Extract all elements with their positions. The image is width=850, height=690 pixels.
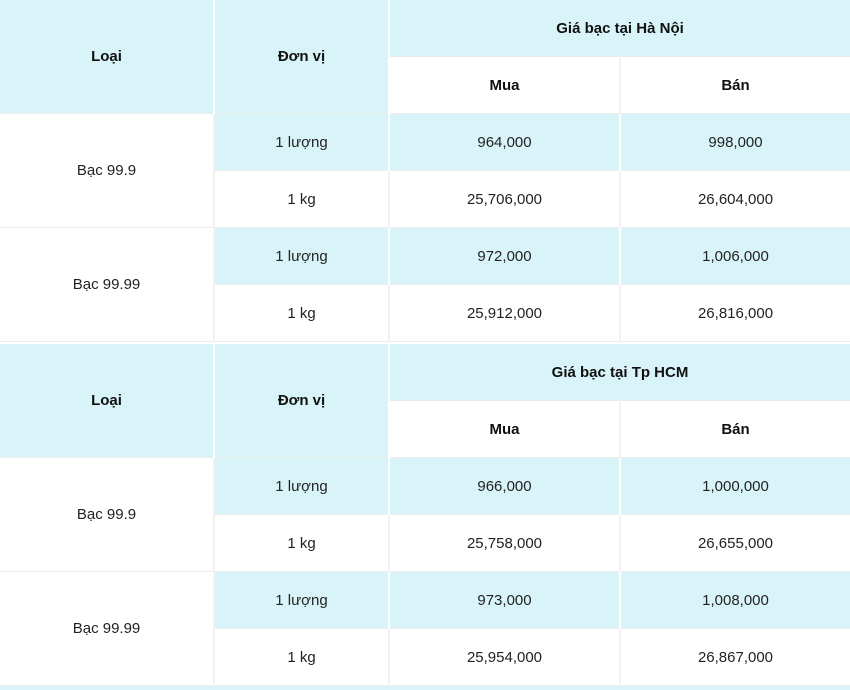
table-row: 1 kg 25,706,000 26,604,000 xyxy=(0,170,850,228)
buy-price-cell: 966,000 xyxy=(389,457,621,515)
table-row: Bạc 99.9 1 lượng 964,000 998,000 xyxy=(0,113,850,228)
unit-cell: 1 kg xyxy=(214,628,390,686)
table-title-hcm: Giá bạc tại Tp HCM xyxy=(389,344,850,401)
unit-cell: 1 lượng xyxy=(214,571,390,629)
column-header-unit: Đơn vị xyxy=(214,344,390,458)
next-row-edge xyxy=(0,686,850,690)
buy-price-cell: 25,912,000 xyxy=(389,284,621,342)
price-table-hcm: Loại Đơn vị Giá bạc tại Tp HCM Mua Bán B… xyxy=(0,344,850,686)
header-row-buy-sell: Mua Bán xyxy=(0,400,850,458)
unit-cell: 1 lượng xyxy=(214,227,390,285)
unit-cell: 1 lượng xyxy=(214,457,390,515)
header-row-city: Loại Đơn vị Giá bạc tại Hà Nội xyxy=(0,0,850,114)
header-row-city: Loại Đơn vị Giá bạc tại Tp HCM xyxy=(0,344,850,458)
buy-price-cell: 25,706,000 xyxy=(389,170,621,228)
price-table-hanoi: Loại Đơn vị Giá bạc tại Hà Nội Mua Bán B… xyxy=(0,0,850,342)
table-row: Bạc 99.99 1 lượng 973,000 1,008,000 xyxy=(0,571,850,686)
type-cell: Bạc 99.99 xyxy=(0,571,215,686)
buy-price-cell: 972,000 xyxy=(389,227,621,285)
type-cell: Bạc 99.9 xyxy=(0,113,215,228)
sell-price-cell: 1,000,000 xyxy=(620,457,850,515)
column-header-type: Loại xyxy=(0,344,215,458)
table-title-hanoi: Giá bạc tại Hà Nội xyxy=(389,0,850,57)
sell-price-cell: 998,000 xyxy=(620,113,850,171)
column-header-buy: Mua xyxy=(389,56,621,114)
header-row-buy-sell: Mua Bán xyxy=(0,56,850,114)
unit-cell: 1 lượng xyxy=(214,113,390,171)
sell-price-cell: 26,655,000 xyxy=(620,514,850,572)
sell-price-cell: 1,006,000 xyxy=(620,227,850,285)
table-row: Bạc 99.9 1 lượng 966,000 1,000,000 xyxy=(0,457,850,572)
buy-price-cell: 25,954,000 xyxy=(389,628,621,686)
buy-price-cell: 964,000 xyxy=(389,113,621,171)
column-header-sell: Bán xyxy=(620,56,850,114)
column-header-type: Loại xyxy=(0,0,215,114)
sell-price-cell: 26,604,000 xyxy=(620,170,850,228)
unit-cell: 1 kg xyxy=(214,284,390,342)
column-header-unit: Đơn vị xyxy=(214,0,390,114)
buy-price-cell: 25,758,000 xyxy=(389,514,621,572)
unit-cell: 1 kg xyxy=(214,514,390,572)
table-row: 1 kg 25,954,000 26,867,000 xyxy=(0,628,850,686)
table-row: 1 kg 25,758,000 26,655,000 xyxy=(0,514,850,572)
sell-price-cell: 26,816,000 xyxy=(620,284,850,342)
column-header-buy: Mua xyxy=(389,400,621,458)
buy-price-cell: 973,000 xyxy=(389,571,621,629)
type-cell: Bạc 99.99 xyxy=(0,227,215,342)
table-row: Bạc 99.99 1 lượng 972,000 1,006,000 xyxy=(0,227,850,342)
type-cell: Bạc 99.9 xyxy=(0,457,215,572)
column-header-sell: Bán xyxy=(620,400,850,458)
unit-cell: 1 kg xyxy=(214,170,390,228)
sell-price-cell: 26,867,000 xyxy=(620,628,850,686)
table-row: 1 kg 25,912,000 26,816,000 xyxy=(0,284,850,342)
sell-price-cell: 1,008,000 xyxy=(620,571,850,629)
